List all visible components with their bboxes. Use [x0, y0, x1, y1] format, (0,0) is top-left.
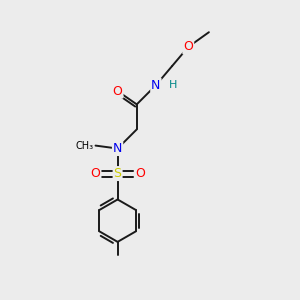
- Text: H: H: [169, 80, 178, 90]
- Text: O: O: [91, 167, 100, 180]
- Text: N: N: [113, 142, 122, 155]
- Text: O: O: [183, 40, 193, 53]
- Text: O: O: [113, 85, 122, 98]
- Text: S: S: [114, 167, 122, 180]
- Text: CH₃: CH₃: [75, 141, 93, 151]
- Text: O: O: [135, 167, 145, 180]
- Text: N: N: [151, 79, 160, 92]
